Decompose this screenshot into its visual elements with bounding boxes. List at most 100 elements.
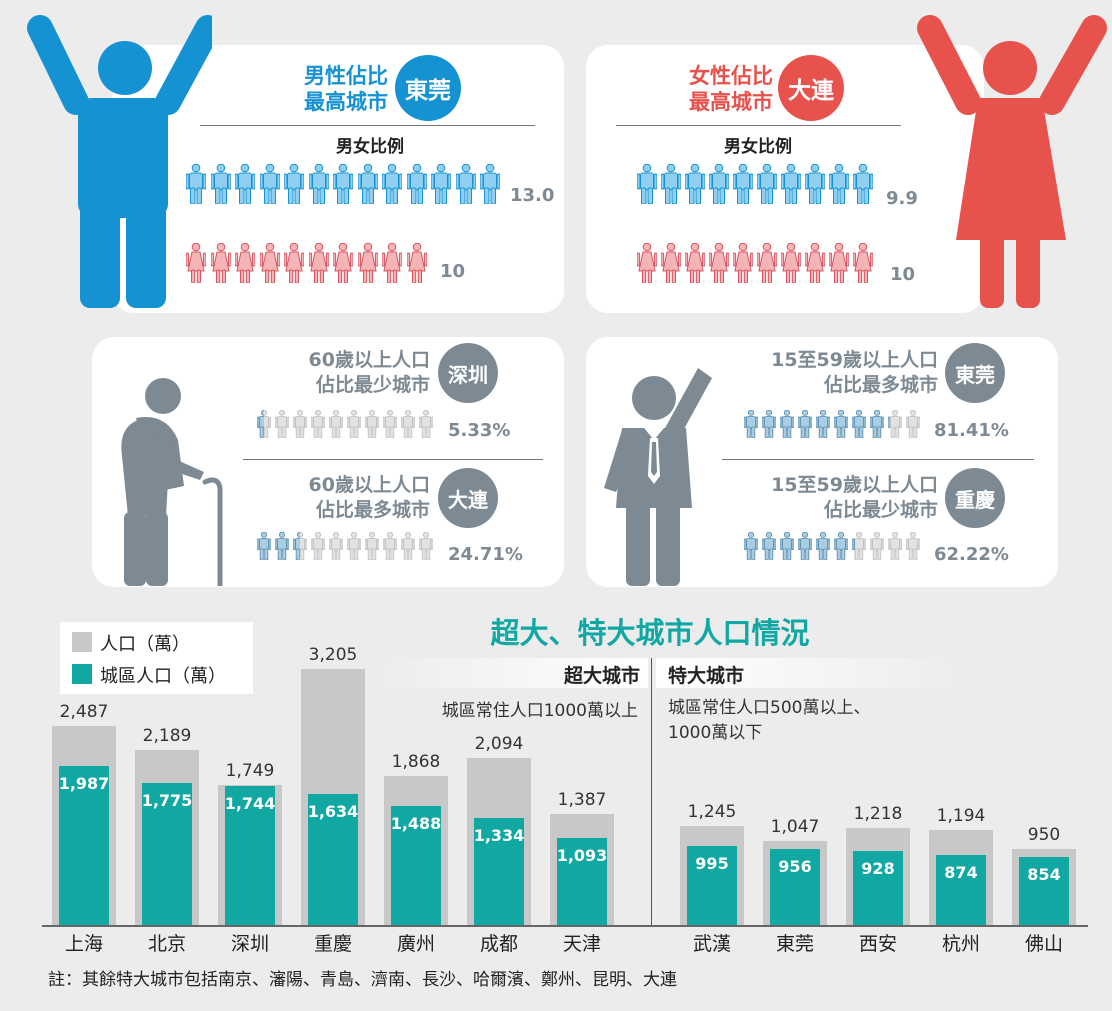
person-icon-fill [816,408,830,440]
elderly-bottom-line1: 60歲以上人口 [308,474,430,496]
man-icon [781,164,801,204]
man-icon [358,164,378,204]
bar-urban-population [770,848,820,925]
working-top-icons-row [744,408,924,440]
group-name-super: 超大城市 [563,665,640,687]
person-icon-colored [257,530,271,562]
elderly-bottom-value: 24.71% [448,544,523,565]
working-bottom-line2: 佔比最少城市 [823,499,938,521]
person-icon-colored [762,530,776,562]
city-label: 天津 [562,933,601,955]
female-heading-line2: 最高城市 [689,90,773,114]
group-desc-mega-line2: 1000萬以下 [668,723,763,743]
bar-urban-population [1019,856,1069,925]
person-icon [780,408,794,440]
male-figure-icon [27,15,212,308]
female-divider [616,125,901,126]
person-icon-base [401,530,415,562]
group-name-mega: 特大城市 [668,665,745,687]
label-urban-population: 1,634 [307,802,359,822]
person-icon-fill [870,408,884,440]
man-icon [757,164,777,204]
man-icon [480,164,500,204]
person-icon-fill [852,530,855,562]
person-icon-fill [257,408,264,440]
woman-icon [637,243,657,283]
label-urban-population: 1,744 [224,793,276,813]
elderly-divider [243,459,543,460]
footnote: 註：其餘特大城市包括南京、瀋陽、青島、濟南、長沙、哈爾濱、鄭州、昆明、大連 [48,970,677,990]
person-icon [275,530,289,562]
person-icon [870,530,884,562]
elderly-bottom-heading: 60歲以上人口 佔比最多城市 [250,473,430,523]
bar-urban-population [225,785,275,925]
person-icon-fill [744,530,758,562]
label-population: 2,487 [59,702,109,723]
label-urban-population: 956 [778,856,812,876]
person-icon [419,530,433,562]
male-icons-row [186,164,505,204]
group-header-mega: 特大城市 [656,658,966,688]
person-icon [275,408,289,440]
label-population: 1,387 [557,790,607,811]
label-population: 950 [1027,825,1061,846]
person-icon-fill [888,408,890,440]
person-icon [798,408,812,440]
person-icon-base [401,408,415,440]
man-icon [382,164,402,204]
male-subtitle: 男女比例 [336,137,404,157]
person-icon [816,530,830,562]
man-icon [407,164,427,204]
legend-swatch-population [72,632,92,652]
bar-urban-population [853,850,903,925]
businessman-icon [604,368,712,586]
label-population: 1,218 [853,803,903,824]
elderly-person-icon [121,378,223,586]
woman-icon [309,243,329,283]
elderly-top-line2: 佔比最少城市 [315,374,430,396]
person-icon-fill [780,530,794,562]
man-icon [661,164,681,204]
female-city-badge: 大連 [778,55,844,121]
person-icon-base [293,408,307,440]
person-icon-base [383,530,397,562]
person-icon [401,408,415,440]
bar-urban-population [936,855,986,925]
man-icon [709,164,729,204]
group-header-super: 超大城市 [370,658,648,688]
man-icon [260,164,280,204]
person-icon-fill [834,408,848,440]
person-icon [257,530,271,562]
working-bottom-line1: 15至59歲以上人口 [771,474,938,496]
group-desc-super: 城區常住人口1000萬以上 [441,701,638,721]
label-urban-population: 928 [861,858,895,878]
person-icon [888,408,902,440]
person-icon-colored [780,530,794,562]
person-icon [311,408,325,440]
woman-icon [284,243,304,283]
chart-legend: 人口（萬） 城區人口（萬） [60,622,253,694]
woman-icon [235,243,255,283]
person-icon-colored [816,530,830,562]
legend-label-urban: 城區人口（萬） [100,666,226,687]
elderly-top-heading: 60歲以上人口 佔比最少城市 [250,348,430,398]
label-urban-population: 1,334 [473,826,525,846]
label-population: 1,749 [225,761,275,782]
working-top-value: 81.41% [934,420,1009,441]
woman-icon [757,243,777,283]
person-icon [762,530,776,562]
person-icon-fill [293,530,300,562]
city-label: 武漢 [692,933,731,955]
man-icon [235,164,255,204]
person-icon-colored [798,408,812,440]
male-icons-row [637,164,877,204]
person-icon-fill [798,530,812,562]
person-icon [798,530,812,562]
person-icon-fill [762,530,776,562]
person-icon [365,408,379,440]
bar-urban-population [391,806,441,925]
city-label: 上海 [64,933,103,955]
elderly-top-city-badge: 深圳 [438,343,498,403]
man-icon [186,164,206,204]
label-urban-population: 1,488 [390,814,442,834]
